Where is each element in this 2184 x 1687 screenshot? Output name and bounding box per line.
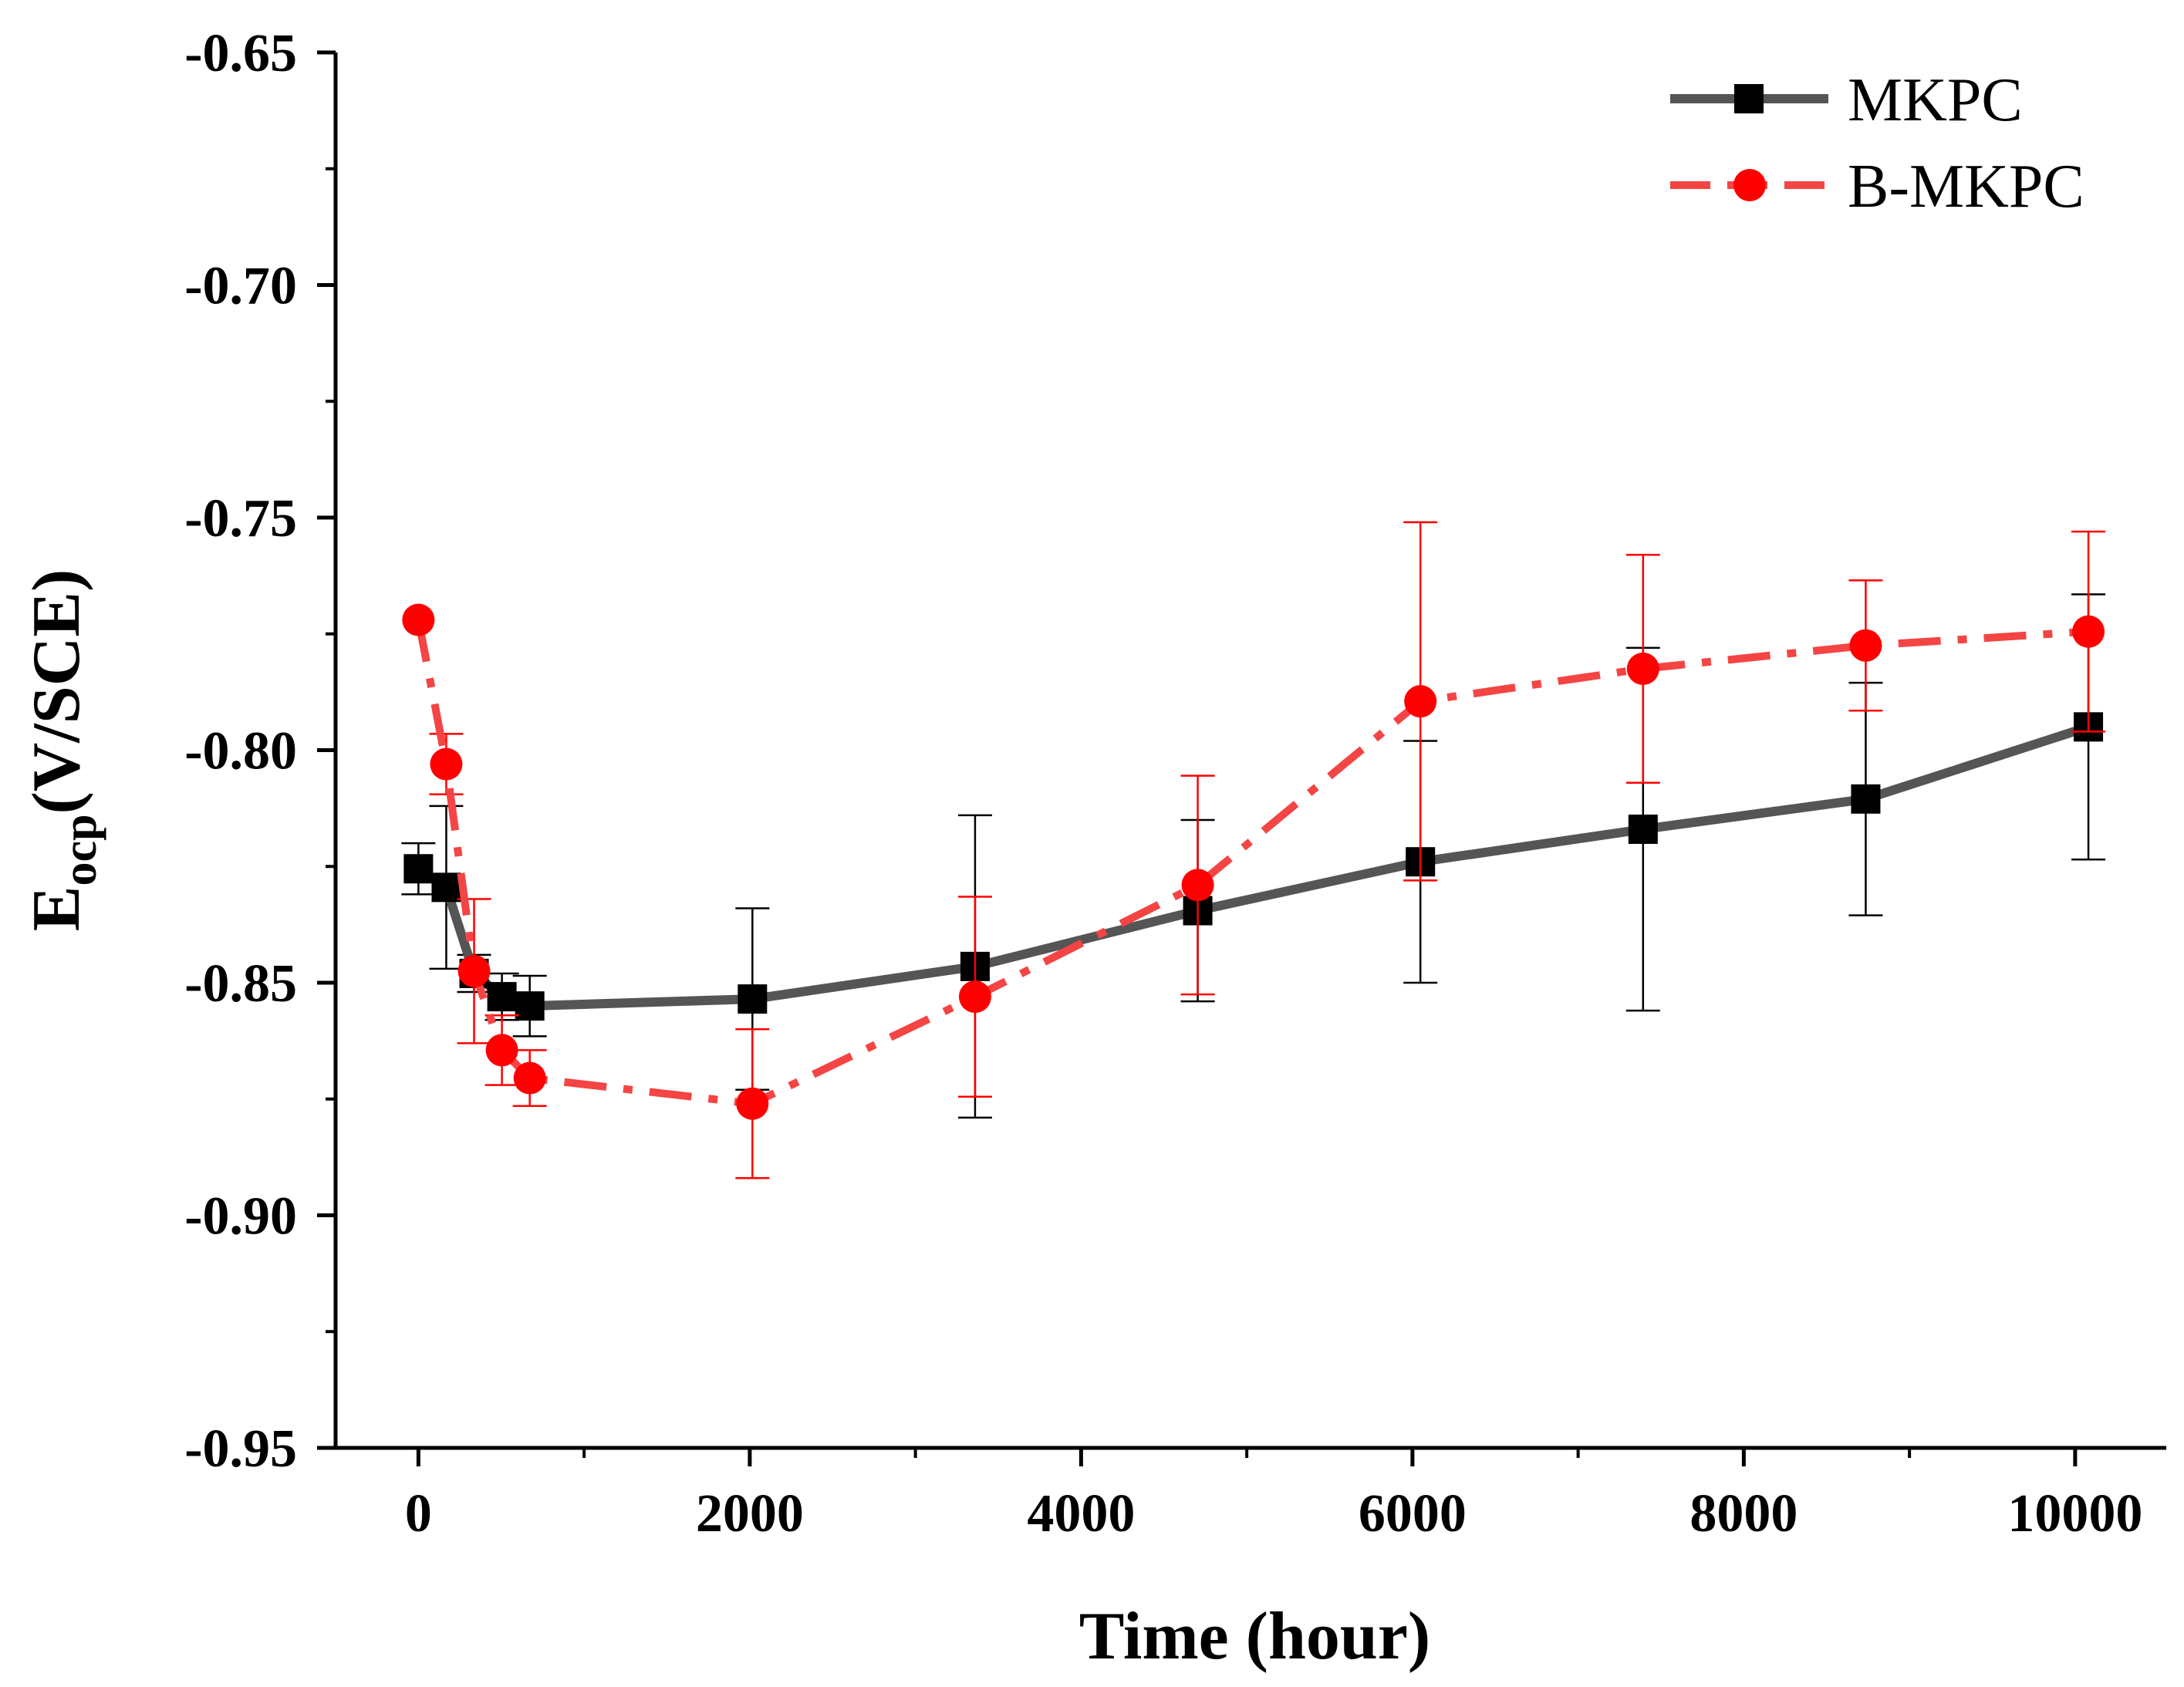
series-b-mkpc bbox=[402, 521, 2106, 1179]
data-point bbox=[1628, 815, 1658, 845]
data-point bbox=[1851, 784, 1881, 814]
legend-item-b-mkpc: B-MKPC bbox=[1670, 153, 2084, 221]
legend-marker bbox=[1733, 169, 1766, 201]
y-tick-label: -0.85 bbox=[184, 954, 297, 1014]
legend-label: B-MKPC bbox=[1848, 153, 2084, 221]
data-point bbox=[736, 1087, 769, 1120]
data-point bbox=[958, 980, 991, 1014]
data-point bbox=[1849, 629, 1882, 662]
data-point bbox=[485, 1034, 518, 1067]
legend: MKPC B-MKPC bbox=[1670, 66, 2084, 221]
y-axis-title-symbol: E bbox=[19, 886, 94, 932]
x-tick-label: 6000 bbox=[1359, 1484, 1467, 1544]
data-point bbox=[2072, 615, 2105, 648]
data-point bbox=[402, 603, 435, 636]
y-axis-title: Eocp(V/SCE) bbox=[19, 569, 106, 932]
data-point bbox=[403, 854, 434, 884]
data-point bbox=[1404, 685, 1437, 718]
x-tick-label: 4000 bbox=[1027, 1484, 1135, 1544]
series-layer bbox=[401, 521, 2106, 1179]
y-tick-label: -0.65 bbox=[184, 24, 297, 83]
data-point bbox=[487, 982, 517, 1012]
legend-marker bbox=[1734, 84, 1764, 113]
x-tick-label: 10000 bbox=[2007, 1484, 2142, 1544]
y-axis-title-unit: (V/SCE) bbox=[19, 569, 94, 815]
series-line bbox=[414, 619, 2089, 1108]
x-tick-label: 2000 bbox=[696, 1484, 804, 1544]
legend-label: MKPC bbox=[1848, 66, 2023, 134]
x-tick-label: 8000 bbox=[1689, 1484, 1797, 1544]
data-point bbox=[738, 984, 768, 1014]
y-tick-label: -0.75 bbox=[184, 489, 297, 548]
data-point bbox=[513, 1061, 546, 1095]
data-point bbox=[457, 954, 491, 987]
legend-item-mkpc: MKPC bbox=[1670, 66, 2023, 134]
axes-layer: -0.95 -0.90 -0.85 -0.80 -0.75 -0.70 -0.65 0 2000… bbox=[19, 24, 2166, 1674]
data-point bbox=[1181, 869, 1214, 902]
x-tick-label: 0 bbox=[405, 1484, 432, 1544]
y-tick-label: -0.95 bbox=[184, 1419, 297, 1479]
y-tick-label: -0.80 bbox=[184, 722, 297, 781]
y-tick-label: -0.70 bbox=[184, 257, 297, 316]
x-axis-title: Time (hour) bbox=[1079, 1599, 1430, 1674]
data-point bbox=[515, 991, 545, 1021]
data-point bbox=[1626, 652, 1659, 685]
y-axis-title-subscript: ocp bbox=[54, 815, 106, 886]
data-point bbox=[431, 872, 461, 903]
y-tick-label: -0.90 bbox=[184, 1187, 297, 1247]
data-point bbox=[430, 747, 463, 781]
